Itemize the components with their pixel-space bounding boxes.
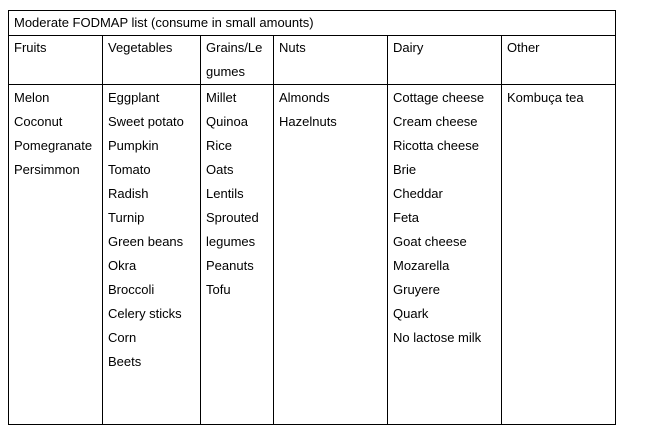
- header-vegetables: Vegetables: [102, 35, 201, 85]
- list-item: Hazelnuts: [279, 114, 337, 129]
- list-item: No lactose milk: [393, 330, 482, 345]
- list-item: Radish: [108, 186, 149, 201]
- list-item: Quinoa: [206, 114, 248, 129]
- header-row: Fruits Vegetables Grains/Le gumes Nuts Da…: [8, 35, 617, 85]
- list-item: Feta: [393, 210, 420, 225]
- list-item: Pumpkin: [108, 138, 159, 153]
- column-dairy: Cottage cheese Cream cheese Ricotta cheese…: [387, 84, 502, 425]
- header-grains-legumes: Grains/Le gumes: [200, 35, 274, 85]
- list-item: Goat cheese: [393, 234, 467, 249]
- list-item: Kombuça tea: [507, 90, 584, 105]
- list-item: Mozarella: [393, 258, 450, 273]
- header-label-line: Grains/Le: [206, 40, 263, 55]
- list-item: Green beans: [108, 234, 184, 249]
- header-label-line: Vegetables: [108, 40, 173, 55]
- list-item: Eggplant: [108, 90, 160, 105]
- list-item: Tofu: [206, 282, 231, 297]
- header-label-line: Nuts: [279, 40, 306, 55]
- list-item: Celery sticks: [108, 306, 182, 321]
- list-item: Gruyere: [393, 282, 440, 297]
- list-item: Okra: [108, 258, 137, 273]
- list-item: Millet: [206, 90, 237, 105]
- items-row: Melon Coconut Pomegranate Persimmon Eggplan…: [8, 84, 617, 425]
- list-item: Tomato: [108, 162, 151, 177]
- list-item: Cottage cheese: [393, 90, 485, 105]
- list-item: Broccoli: [108, 282, 155, 297]
- list-item: Turnip: [108, 210, 145, 225]
- list-item: Melon: [14, 90, 50, 105]
- column-vegetables: Eggplant Sweet potato Pumpkin Tomato Radish T…: [102, 84, 201, 425]
- header-fruits: Fruits: [8, 35, 103, 85]
- column-fruits: Melon Coconut Pomegranate Persimmon: [8, 84, 103, 425]
- header-other: Other: [500, 35, 617, 85]
- list-item: legumes: [206, 234, 256, 249]
- list-item: Corn: [108, 330, 137, 345]
- column-nuts: Almonds Hazelnuts: [273, 84, 388, 425]
- list-item: Cheddar: [393, 186, 443, 201]
- list-item: Sprouted: [206, 210, 259, 225]
- header-label-line: Fruits: [14, 40, 47, 55]
- header-nuts: Nuts: [273, 35, 388, 85]
- header-label-line: Dairy: [393, 40, 424, 55]
- list-item: Pomegranate: [14, 138, 93, 153]
- title-row: Moderate FODMAP list (consume in small a…: [7, 10, 617, 36]
- list-item: Lentils: [206, 186, 244, 201]
- list-item: Cream cheese: [393, 114, 478, 129]
- list-item: Sweet potato: [108, 114, 184, 129]
- list-item: Ricotta cheese: [393, 138, 479, 153]
- list-item: Rice: [206, 138, 233, 153]
- list-item: Beets: [108, 354, 142, 369]
- list-item: Almonds: [279, 90, 330, 105]
- header-dairy: Dairy: [387, 35, 502, 85]
- column-other: Kombuça tea: [500, 84, 617, 425]
- header-label-line: gumes: [206, 64, 246, 79]
- list-item: Brie: [393, 162, 417, 177]
- table-title: Moderate FODMAP list (consume in small a…: [7, 10, 617, 36]
- list-item: Peanuts: [206, 258, 254, 273]
- list-item: Oats: [206, 162, 234, 177]
- list-item: Quark: [393, 306, 429, 321]
- header-label-line: Other: [507, 40, 540, 55]
- column-grains-legumes: Millet Quinoa Rice Oats Lentils Sprouted legum…: [200, 84, 274, 425]
- fodmap-table: Moderate FODMAP list (consume in small a…: [7, 10, 617, 425]
- list-item: Persimmon: [14, 162, 80, 177]
- list-item: Coconut: [14, 114, 63, 129]
